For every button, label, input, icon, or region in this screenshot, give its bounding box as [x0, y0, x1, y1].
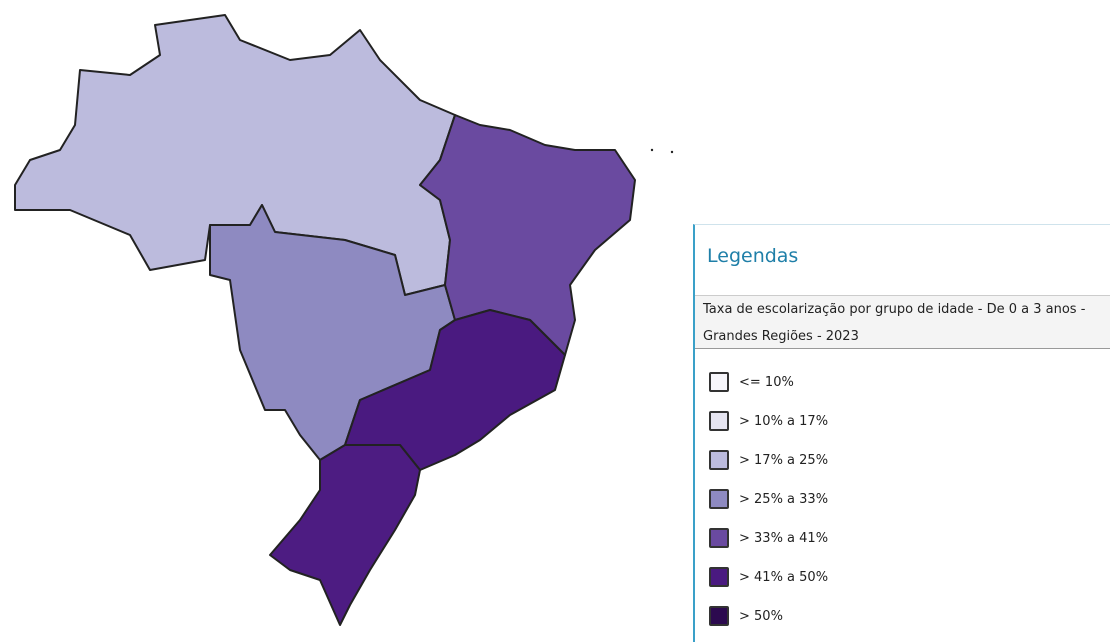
island	[670, 150, 674, 154]
legend-swatch	[709, 528, 729, 548]
legend-label: > 25% a 33%	[739, 491, 829, 507]
legend-label: > 41% a 50%	[739, 569, 829, 585]
legend-item: > 33% a 41%	[709, 527, 828, 549]
legend-swatch	[709, 411, 729, 431]
island	[650, 148, 654, 152]
legend-swatch	[709, 372, 729, 392]
legend-label: > 50%	[739, 608, 783, 624]
legend-subtitle: Taxa de escolarização por grupo de idade…	[695, 295, 1110, 349]
legend-item: <= 10%	[709, 371, 794, 393]
region	[419, 114, 636, 356]
legend-label: > 17% a 25%	[739, 452, 829, 468]
legend-label: <= 10%	[739, 374, 794, 390]
legend-label: > 10% a 17%	[739, 413, 829, 429]
legend-item: > 17% a 25%	[709, 449, 828, 471]
legend-label: > 33% a 41%	[739, 530, 829, 546]
legend-item: > 41% a 50%	[709, 566, 828, 588]
legend-swatch	[709, 567, 729, 587]
region	[269, 444, 421, 626]
legend-swatch	[709, 450, 729, 470]
legend-title: Legendas	[707, 245, 799, 267]
legend-swatch	[709, 489, 729, 509]
legend-item: > 50%	[709, 605, 783, 627]
legend-item: > 10% a 17%	[709, 410, 828, 432]
legend: Legendas Taxa de escolarização por grupo…	[693, 224, 1110, 642]
region	[344, 309, 566, 471]
legend-swatch	[709, 606, 729, 626]
legend-item: > 25% a 33%	[709, 488, 828, 510]
map	[14, 14, 674, 626]
